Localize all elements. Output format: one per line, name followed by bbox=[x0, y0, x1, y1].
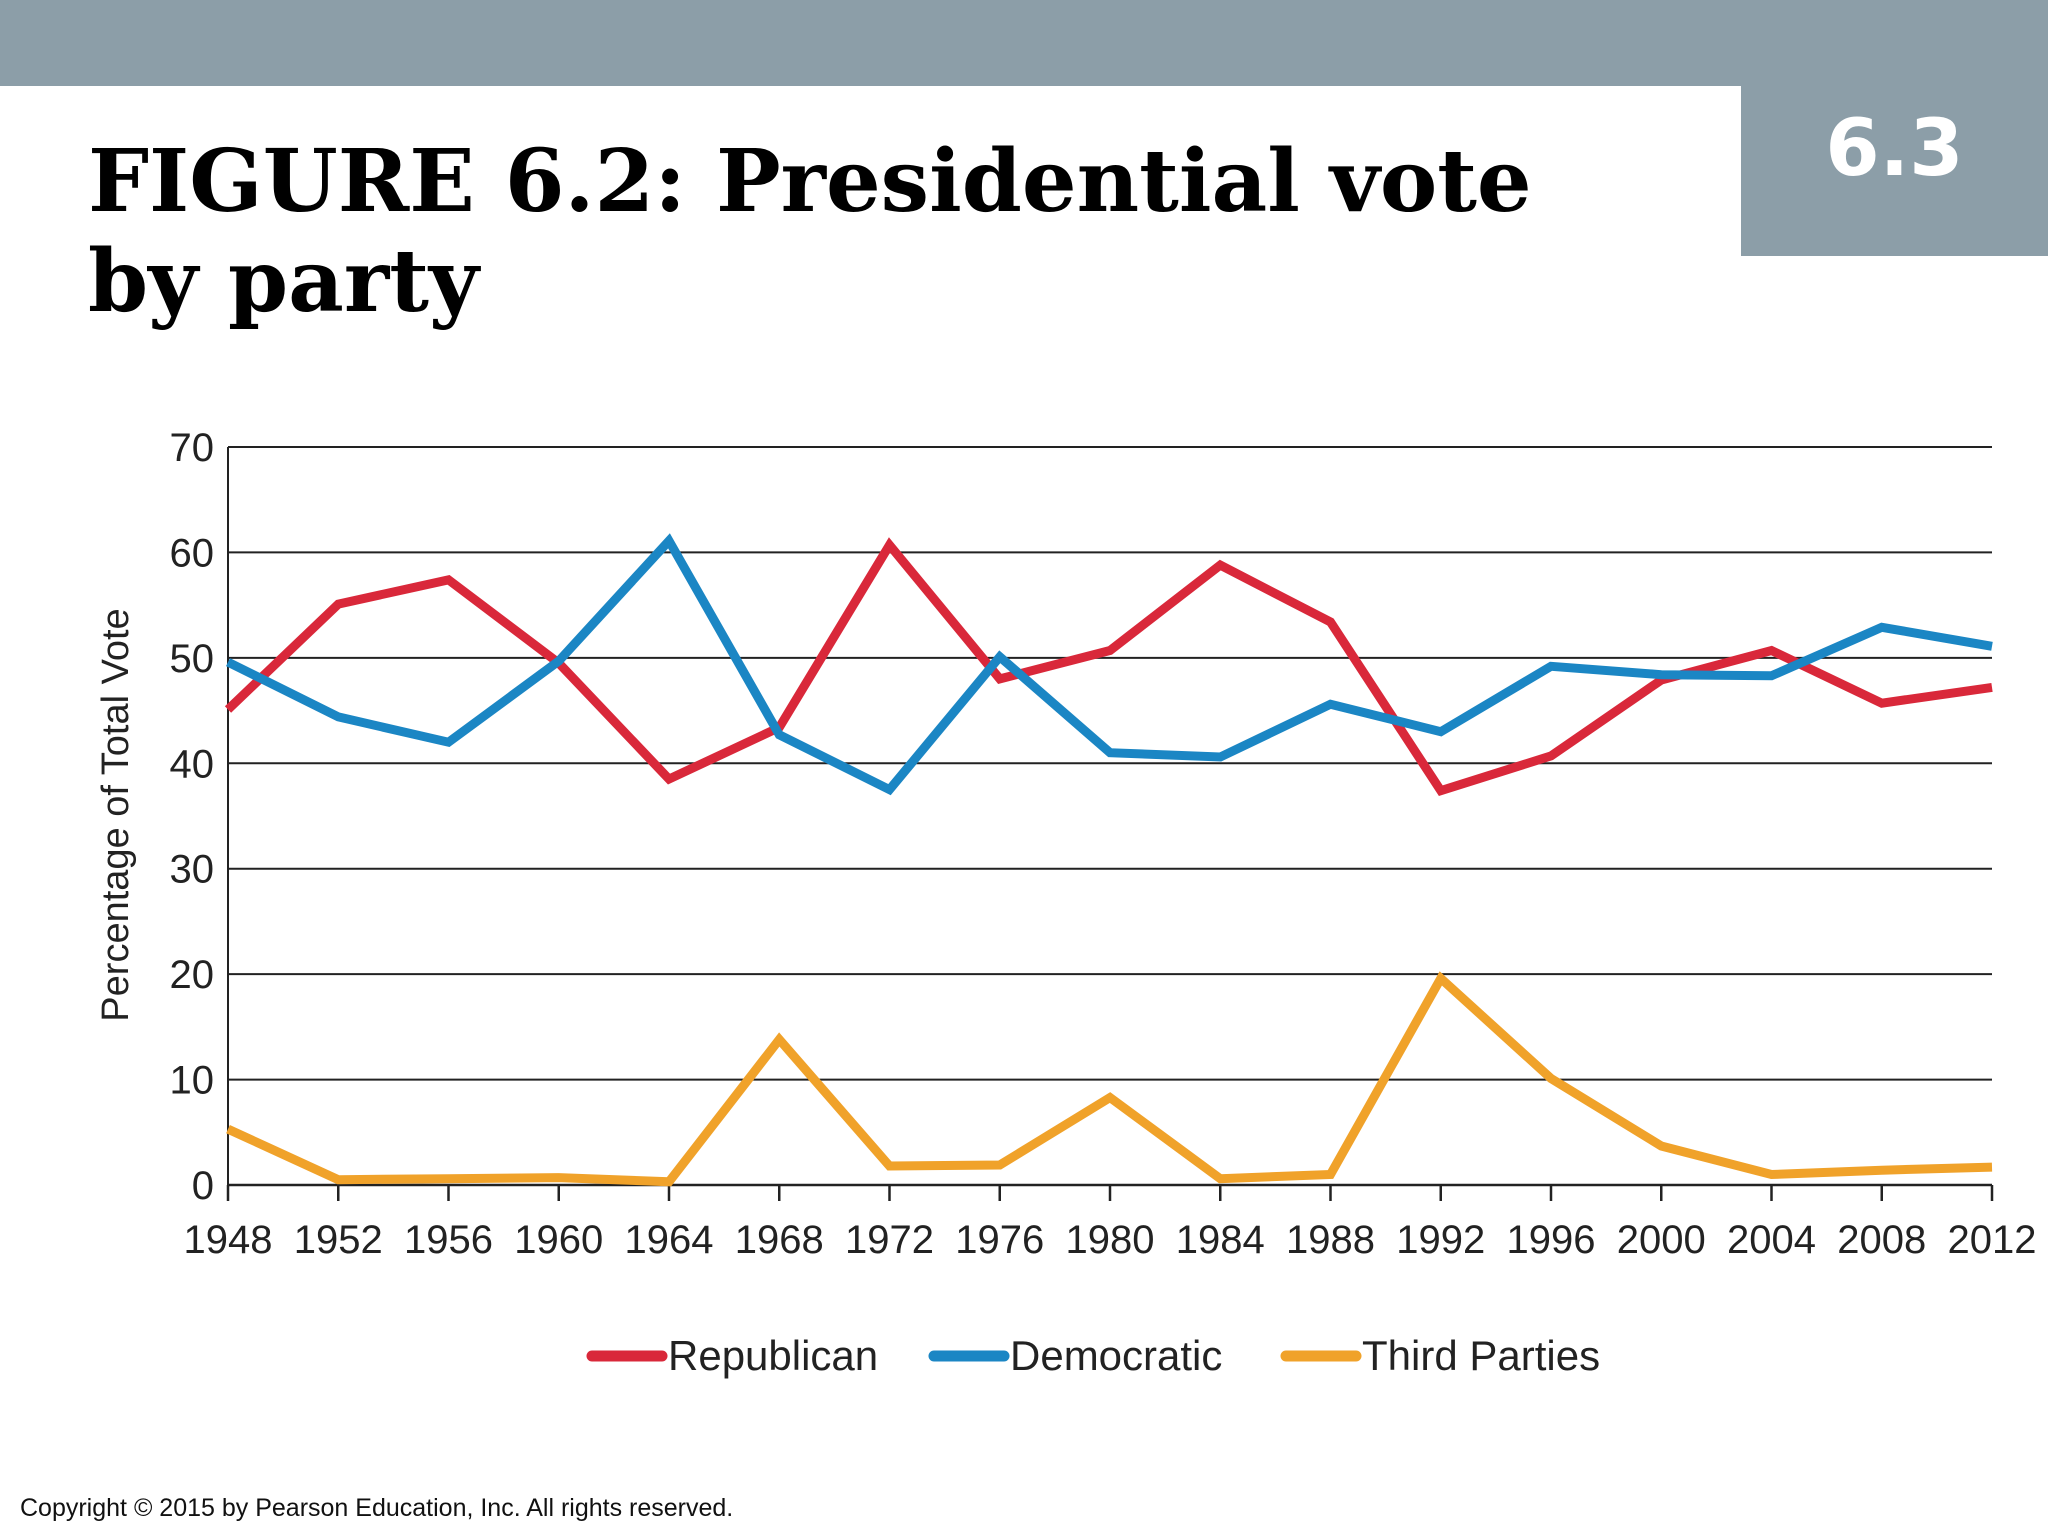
y-tick-label: 50 bbox=[170, 637, 215, 681]
legend-label-republican: Republican bbox=[668, 1332, 878, 1379]
y-tick-label: 10 bbox=[170, 1059, 215, 1103]
x-tick-label: 1984 bbox=[1176, 1218, 1265, 1262]
x-tick-label: 2012 bbox=[1948, 1218, 2037, 1262]
legend-label-third-parties: Third Parties bbox=[1362, 1332, 1600, 1379]
y-tick-label: 20 bbox=[170, 953, 215, 997]
legend-label-democratic: Democratic bbox=[1010, 1332, 1222, 1379]
y-tick-label: 30 bbox=[170, 848, 215, 892]
x-tick-label: 2008 bbox=[1837, 1218, 1926, 1262]
x-tick-label: 1960 bbox=[514, 1218, 603, 1262]
grid-lines bbox=[228, 446, 1992, 1081]
y-axis-label: Percentage of Total Vote bbox=[95, 608, 137, 1021]
x-tick-label: 1948 bbox=[184, 1218, 273, 1262]
x-tick-label: 1972 bbox=[845, 1218, 934, 1262]
y-tick-label: 70 bbox=[170, 426, 215, 470]
y-tick-label: 60 bbox=[170, 531, 215, 575]
copyright-notice: Copyright © 2015 by Pearson Education, I… bbox=[20, 1494, 734, 1522]
x-tick-label: 1952 bbox=[294, 1218, 383, 1262]
x-tick-label: 1988 bbox=[1286, 1218, 1375, 1262]
slide-title: FIGURE 6.2: Presidential vote by party bbox=[88, 131, 1532, 332]
x-tick-label: 1976 bbox=[955, 1218, 1044, 1262]
x-tick-label: 2000 bbox=[1617, 1218, 1706, 1262]
x-axis: 1948 1952 1956 1960 1964 1968 1972 1976 1980 1984… bbox=[184, 1183, 2037, 1262]
x-tick-label: 1968 bbox=[735, 1218, 824, 1262]
y-tick-label: 40 bbox=[170, 742, 215, 786]
x-tick-label: 1964 bbox=[625, 1218, 714, 1262]
x-tick-label: 2004 bbox=[1727, 1218, 1816, 1262]
section-number-badge: 6.3 bbox=[1741, 86, 2048, 256]
y-tick-label: 0 bbox=[192, 1164, 214, 1208]
legend: Republican Democratic Third Parties bbox=[586, 1332, 1600, 1379]
x-tick-label: 1992 bbox=[1396, 1218, 1485, 1262]
series-lines bbox=[224, 533, 1993, 1187]
x-tick-label: 1956 bbox=[404, 1218, 493, 1262]
line-chart: 0 10 20 30 40 50 60 70 1948 1952 1956 1960 1964 1968… bbox=[95, 426, 2037, 1379]
y-axis: 0 10 20 30 40 50 60 70 bbox=[170, 426, 229, 1208]
x-tick-label: 1980 bbox=[1066, 1218, 1155, 1262]
x-tick-label: 1996 bbox=[1507, 1218, 1596, 1262]
header-bar bbox=[0, 0, 2048, 86]
